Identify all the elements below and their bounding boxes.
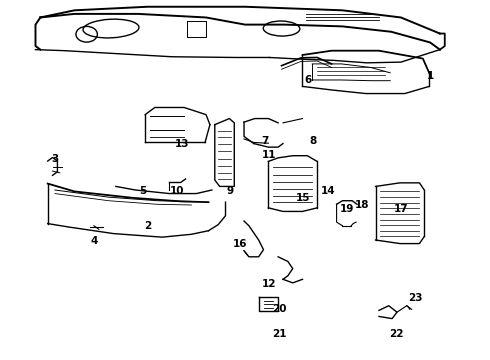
Text: 1: 1	[426, 71, 434, 81]
Text: 20: 20	[272, 303, 286, 314]
Text: 15: 15	[296, 193, 311, 203]
Text: 17: 17	[393, 203, 408, 213]
Text: 18: 18	[355, 200, 369, 210]
Text: 12: 12	[262, 279, 277, 289]
Text: 22: 22	[389, 329, 403, 339]
Text: 6: 6	[305, 75, 312, 85]
Text: 8: 8	[310, 136, 317, 146]
Text: 4: 4	[90, 236, 98, 246]
Text: 13: 13	[174, 139, 189, 149]
Text: 23: 23	[408, 293, 423, 303]
Text: 2: 2	[144, 221, 151, 231]
Text: 10: 10	[170, 186, 184, 196]
Text: 7: 7	[261, 136, 268, 146]
Text: 14: 14	[320, 186, 335, 196]
Text: 21: 21	[272, 329, 286, 339]
Text: 5: 5	[139, 186, 147, 196]
Text: 16: 16	[233, 239, 247, 249]
Text: 9: 9	[227, 186, 234, 196]
Text: 19: 19	[340, 203, 354, 213]
Text: 3: 3	[51, 154, 59, 163]
Text: 11: 11	[262, 150, 277, 160]
